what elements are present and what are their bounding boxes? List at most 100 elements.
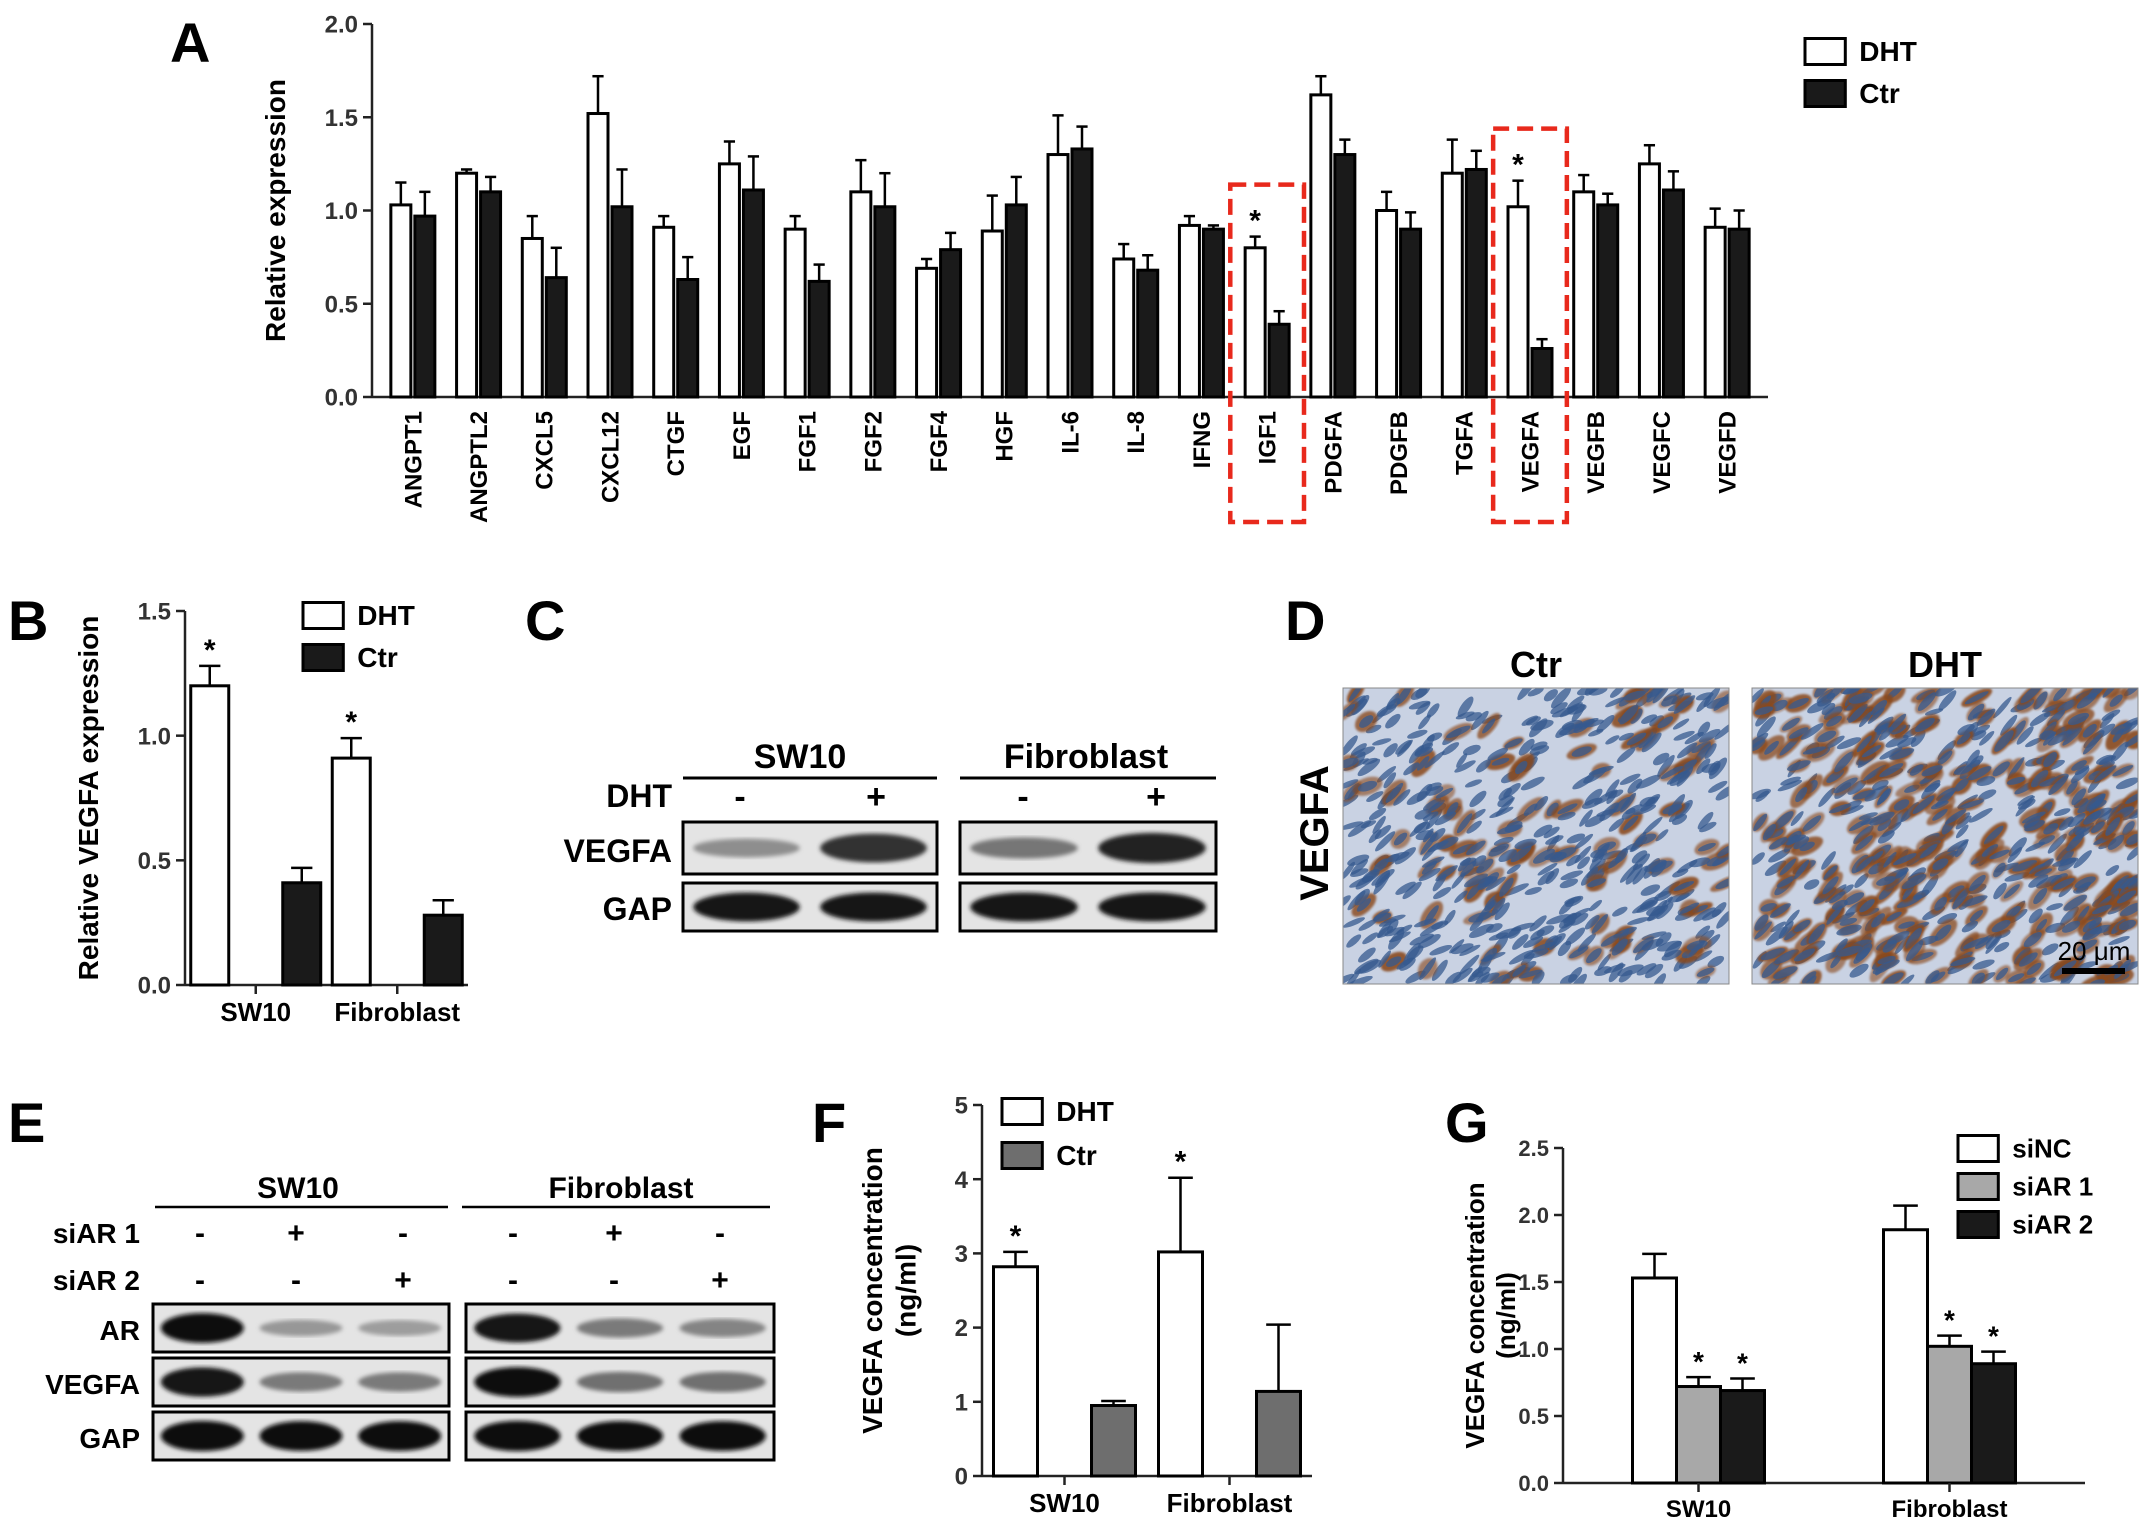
protein-band	[576, 1371, 664, 1393]
ihc-nucleus	[2035, 918, 2048, 932]
y-tick-label: 0.0	[325, 385, 358, 412]
ihc-nucleus	[1697, 842, 1716, 852]
ihc-nucleus	[1753, 813, 1768, 832]
ihc-nucleus	[1859, 711, 1873, 728]
ihc-nucleus	[1619, 773, 1641, 785]
legend-label: DHT	[357, 600, 415, 631]
ihc-nucleus	[1359, 715, 1374, 728]
ihc-nucleus	[1343, 735, 1358, 756]
ihc-nucleus	[1544, 935, 1559, 948]
bar	[992, 1265, 1039, 1478]
y-tick-label: 2.0	[1518, 1203, 1549, 1228]
ihc-nucleus	[1803, 975, 1817, 984]
ihc-nucleus	[1550, 702, 1568, 715]
ihc-nucleus	[2072, 825, 2095, 842]
ihc-nucleus	[2101, 709, 2121, 721]
ihc-nucleus	[1673, 695, 1696, 714]
ihc-nucleus	[2128, 874, 2138, 890]
ihc-nucleus	[1343, 861, 1356, 880]
ihc-nucleus	[1600, 933, 1623, 947]
ihc-nucleus	[1970, 730, 1987, 741]
ihc-nucleus	[1520, 776, 1545, 791]
ihc-nucleus	[1651, 860, 1667, 878]
blot-c-row-label-gap: GAP	[603, 891, 672, 927]
ihc-nucleus	[1950, 957, 1976, 967]
bar	[652, 225, 676, 399]
category-label: TGFA	[1452, 411, 1479, 475]
protein-band	[693, 838, 800, 858]
ihc-nucleus	[1386, 919, 1399, 934]
ihc-nucleus	[1817, 730, 1837, 743]
protein-band	[576, 1421, 664, 1451]
ihc-nucleus	[1611, 938, 1628, 956]
bar	[1703, 225, 1727, 399]
ihc-nucleus	[1879, 746, 1903, 760]
category-label: SW10	[1029, 1488, 1100, 1518]
ihc-nucleus	[1433, 887, 1452, 900]
legend-swatch	[1956, 1172, 2000, 1201]
ihc-nucleus	[1544, 851, 1563, 861]
bar	[1440, 171, 1464, 399]
ihc-nucleus	[1537, 862, 1558, 876]
ihc-nucleus	[1559, 702, 1583, 718]
ihc-nucleus	[2110, 741, 2129, 763]
ihc-nucleus	[2117, 890, 2137, 904]
protein-band	[820, 833, 927, 863]
ihc-nucleus	[1605, 735, 1620, 745]
ihc-nucleus	[1760, 948, 1786, 961]
ihc-nucleus	[2023, 932, 2042, 948]
category-label: FGF4	[926, 410, 953, 472]
ihc-nucleus	[2110, 722, 2133, 735]
ihc-nucleus	[1784, 909, 1800, 927]
significance-marker: *	[345, 706, 357, 739]
ihc-nucleus	[1422, 798, 1442, 811]
ihc-nucleus	[1446, 725, 1471, 739]
ihc-nucleus	[1357, 758, 1381, 777]
ihc-nucleus	[1454, 760, 1476, 773]
ihc-nucleus	[1476, 858, 1494, 874]
ihc-nucleus	[1898, 921, 1915, 929]
ihc-nucleus	[1823, 865, 1838, 880]
ihc-nucleus	[2089, 807, 2113, 820]
ihc-nucleus	[2043, 823, 2059, 835]
bar	[1882, 1228, 1929, 1485]
protein-band	[358, 1372, 442, 1392]
ihc-nucleus	[1889, 748, 1915, 760]
ihc-nucleus	[1386, 956, 1402, 967]
ihc-nucleus	[1993, 696, 2012, 719]
ihc-nucleus	[1780, 834, 1806, 845]
ihc-nucleus	[1565, 927, 1586, 946]
ihc-nucleus	[1568, 966, 1583, 983]
ihc-nucleus	[1503, 783, 1521, 798]
ihc-nucleus	[1418, 714, 1431, 730]
ihc-nucleus	[1459, 954, 1480, 975]
bar	[586, 112, 610, 399]
ihc-nucleus	[1497, 795, 1514, 808]
ihc-nucleus	[1589, 899, 1603, 912]
ihc-nucleus	[1523, 936, 1544, 948]
legend-swatch	[1956, 1210, 2000, 1239]
y-tick-label: 5	[955, 1093, 968, 1120]
ihc-nucleus	[1769, 903, 1791, 918]
ihc-nucleus	[1551, 688, 1572, 709]
blot-e-sign: -	[508, 1264, 518, 1297]
ihc-nucleus	[1660, 896, 1673, 910]
significance-marker: *	[1988, 1321, 1999, 1352]
ihc-image-border	[1751, 687, 2139, 985]
ihc-nucleus	[1348, 688, 1363, 702]
ihc-nucleus	[1468, 923, 1494, 938]
blot-e-group-sw10: SW10	[257, 1172, 339, 1205]
ihc-nucleus	[1385, 851, 1410, 863]
ihc-nucleus	[1373, 908, 1390, 921]
ihc-nucleus	[1465, 712, 1482, 722]
ihc-nucleus	[1343, 821, 1364, 830]
ihc-nucleus	[1373, 858, 1389, 873]
ihc-nucleus	[1869, 811, 1895, 826]
ihc-nucleus	[1343, 917, 1365, 928]
ihc-nucleus	[1921, 779, 1941, 800]
ihc-nucleus	[1795, 786, 1808, 803]
ihc-nucleus	[1672, 868, 1689, 878]
ihc-nucleus	[1384, 926, 1405, 937]
y-tick-label: 2	[955, 1315, 968, 1342]
category-label: VEGFC	[1649, 411, 1676, 494]
